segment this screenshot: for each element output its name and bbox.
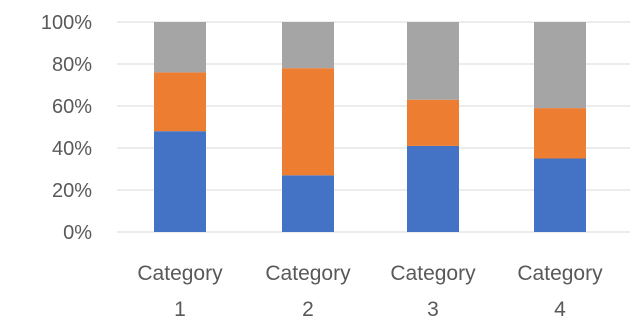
bar-segment [407, 22, 459, 100]
x-tick-label: Category [265, 262, 351, 285]
y-axis: 0% 20% 40% 60% 80% 100% [41, 12, 92, 244]
y-tick-label: 0% [63, 222, 92, 244]
x-tick-label: Category [137, 262, 223, 285]
bar-segment [282, 22, 334, 69]
x-tick-label: 4 [554, 298, 566, 321]
y-tick-label: 80% [52, 54, 92, 76]
x-tick-label: 2 [302, 298, 314, 321]
x-axis: Category 1 Category 2 Category 3 Category 4 [137, 262, 603, 321]
bar-segment [407, 145, 459, 232]
x-tick-label: 1 [174, 298, 186, 321]
y-tick-label: 20% [52, 180, 92, 202]
bar-segment [534, 22, 586, 109]
bar-segment [407, 99, 459, 146]
x-tick-label: Category [517, 262, 603, 285]
bar-segment [282, 175, 334, 232]
bar-segment [154, 72, 206, 132]
bar-segment [154, 131, 206, 232]
x-tick-label: Category [390, 262, 476, 285]
bar-segment [534, 108, 586, 159]
bars [154, 22, 586, 232]
y-tick-label: 60% [52, 96, 92, 118]
bar-segment [534, 158, 586, 232]
x-tick-label: 3 [427, 298, 439, 321]
y-tick-label: 40% [52, 138, 92, 160]
bar-segment [154, 22, 206, 73]
y-tick-label: 100% [41, 12, 92, 34]
bar-segment [282, 68, 334, 176]
